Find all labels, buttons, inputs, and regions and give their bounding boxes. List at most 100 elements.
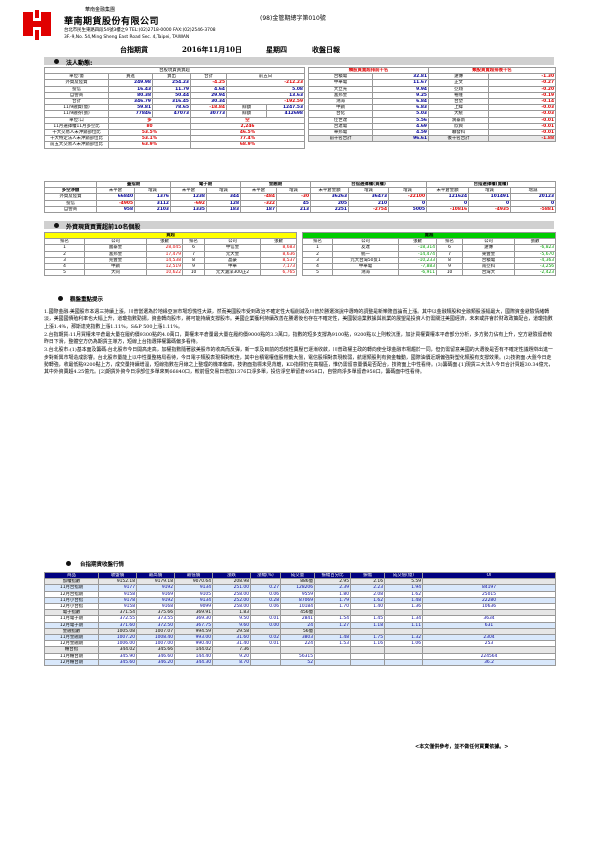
oi-sub-row: 多空淨額 未平倉 增減 未平倉 增減 未平倉 增減 未平倉金額 增減 增減 未平倉金額 增減 增減 (44, 187, 557, 195)
cell-value: 5.08 (226, 85, 305, 93)
report-weekday: 星期四 (266, 45, 287, 54)
shares: 8,636 (259, 250, 298, 258)
shares: 6,765 (259, 269, 298, 277)
sector-row: 佳世達 5.56 潤泰新 -0.01 (308, 116, 556, 124)
company-address: 台北市民生東路四段54號3樓之9 TEL:(02)2718-0000 FAX:(… (64, 28, 216, 33)
market-quote-table: 商品 收盤價 最高價 最低價 漲跌 漲幅(%) 成交量 振幅百分比 振幅 成交值(億) OI 加權指數… (44, 571, 556, 667)
cell-value: 344.30 (174, 658, 213, 667)
cell-value: -4935 (468, 205, 512, 214)
shares: -2,423 (513, 269, 557, 277)
shares: 10,622 (146, 269, 183, 277)
cell-value: 958 (96, 205, 135, 214)
cell-value: -1.30 (488, 73, 556, 81)
buy-title: 買超 (43, 231, 298, 240)
position-header-row: 單位:口多空 (44, 116, 305, 124)
stock-name: 大同 (84, 269, 147, 277)
company-address-en: 3F.-9,No. 54,Ming Sheng East Road Sec. 4… (64, 35, 190, 40)
market-row: 12月電子期 371.60 372.50 367.75 9.60 0.00 24 1.27 1.… (44, 621, 556, 629)
market-row: 11月金融期 1007.20 1008.40 993.00 31.60 0.02 3803 1… (44, 634, 556, 642)
spot-row: 投信 16.43 11.79 4.64 5.08 (44, 85, 305, 93)
market-row: 櫃台指 344.02 345.66 144.02 7.36 (44, 646, 556, 654)
cell-value: 187 (240, 205, 277, 214)
market-row: 11月台指期 9177 9192 9134 251.00 0.27 128206 2.39 2.… (44, 584, 556, 592)
cell-value: -0.19 (488, 91, 556, 100)
cell-value (250, 658, 281, 667)
top10-row: 1 友達 -18,314 6 遠傳 -6,823 (302, 244, 557, 252)
cell-value: 2,246 (190, 122, 305, 131)
report-title-bar: 台指期貨 2016年11月10日 星期四 收盤日報 (120, 45, 470, 55)
stock-name: 元大滬深300正2 (204, 269, 261, 277)
shares: 7,173 (259, 262, 298, 271)
position-row: 11月選擇權11月多空比 80 2,246 (44, 122, 305, 131)
cell-value: 8.70 (212, 658, 251, 667)
group-name: 華南金融集團 (85, 7, 116, 13)
cell-value: 1335 (170, 205, 207, 214)
cell-value: -0.03 (488, 110, 556, 118)
cell-value: -0.27 (488, 79, 556, 87)
top10-header: 張數 (513, 238, 557, 246)
stock-name: 鴻海 (332, 269, 399, 277)
oi-row: 投信 -4905 3112 -692 128 -322 45 205 210 0 0 0 0 (44, 199, 557, 207)
cell-value: -192.59 (226, 97, 305, 106)
position-row: 前五大交易人未沖銷部位比 63.9% 68.9% (44, 141, 305, 149)
institutional-section-bar (44, 57, 554, 65)
sell-title: 賣超 (301, 231, 557, 240)
shares: -4,363 (513, 256, 557, 265)
institutional-section-title: 法人動態: (66, 60, 93, 67)
report-date: 2016年11月10日 (182, 45, 242, 54)
sector-row: 大立光 9.94 亞翔 -0.20 (308, 85, 556, 93)
top10-header: 張數 (259, 238, 298, 246)
top10-row: 2 富邦金 17,479 7 元大金 8,636 (44, 250, 298, 258)
cell-value: -0.03 (488, 104, 556, 112)
spot-row: 外資及陸資 249.98 254.23 -4.25 -212.23 (44, 79, 305, 87)
license-number: (98)金管期總字第010號 (260, 15, 326, 22)
top10-row: 5 大同 10,622 10 元大滬深300正2 6,765 (44, 269, 298, 277)
top10-section-bar (44, 221, 554, 229)
disclaimer: <本文僅供參考，並不做任何買賣依據。> (415, 744, 509, 750)
cell-value: 96.61 (372, 135, 429, 143)
sector-row: 中鋼 6.83 上緯 -0.03 (308, 104, 556, 112)
rank: 10 (182, 269, 205, 277)
company-name: 華南期貨股份有限公司 (64, 17, 160, 27)
rank: 5 (44, 269, 85, 277)
sector-row: 富邦金 9.25 裕隆 -0.19 (308, 91, 556, 100)
cell-value: 46.5% (190, 129, 305, 137)
report-type: 收盤日報 (312, 45, 340, 54)
top10-row: 4 中鋼 12,519 9 中華 7,173 (44, 262, 298, 271)
shares: -5,670 (513, 250, 557, 258)
bullet-icon (66, 561, 71, 566)
cell-value: 13.63 (226, 91, 305, 100)
market-row: 11月櫃台期 345.90 346.60 144.40 9.20 56315 224564 (44, 652, 556, 660)
cell-value: 253 (422, 640, 556, 648)
market-row: 加權指數 9152.18 9179.18 9070.64 208.98 886億 2.95 2… (44, 578, 556, 586)
shares: 8,537 (259, 256, 298, 265)
cell-value: 22280 (422, 596, 556, 605)
sector-row: 台積電 32.81 遠傳 -1.30 (308, 73, 556, 81)
note-paragraph: 1.國際金融:美國股市本週三持續上漲，川普當選為於地緣亞洲市場恐慌性大跌，然而美… (44, 309, 553, 330)
position-row: 十大交易人未沖銷部位比 53.5% 46.5% (44, 129, 305, 137)
product-name: 12月櫃台期 (44, 658, 99, 667)
cell-value: 36.2 (422, 658, 556, 667)
cell-value: 68.9% (190, 141, 305, 149)
market-row: 12月櫃台期 345.60 346.20 344.30 8.70 52 36.2 (44, 658, 556, 667)
top10-row: 5 鴻海 -6,911 10 台灣大 -2,423 (302, 269, 557, 277)
oi-group-row: 臺指期 電子期 金融期 台指選擇權(買權) 台指選擇權(賣權) (44, 180, 557, 189)
cell-value: 2251 (310, 205, 349, 214)
sector-row: 鴻海 6.84 台塑 -0.14 (308, 97, 556, 106)
top10-row: 3 兆豐金 14,538 8 晶豪 8,537 (44, 256, 298, 265)
foreign-buy-table: 買超 排名 公司 張數 排名 公司 張數 1 國泰金 28,045 6 中信金 8,683 2 富邦金 17… (43, 231, 298, 277)
cell-value (314, 658, 351, 667)
top10-row: 4 中華電 -7,883 9 南亞科 -3,256 (302, 262, 557, 271)
top10-row: 2 統一 -14,474 7 東豐金 -5,670 (302, 250, 557, 258)
sector-row: 中華電 11.67 正文 -0.27 (308, 79, 556, 87)
open-interest-table: 臺指期 電子期 金融期 台指選擇權(買權) 台指選擇權(賣權) 多空淨額 未平倉 增減 未平倉增… (44, 180, 557, 214)
margin-row: 11/9融資(億) 59.81 78.65 -18.84 餘額 1247.53 (44, 104, 305, 112)
bullet-icon (54, 58, 59, 64)
market-row: 電子指數 371.54 375.66 369.91 1.83 456億 (44, 609, 556, 617)
note-paragraph: 3.台北股市:(1)基本面及籌碼:台北股市今日開高走高，加權指數隨著歐美股市的收… (44, 347, 554, 376)
sector-ranking-table: 類股買賣超排前十名 類股買賣超排後十名 台積電 32.81 遠傳 -1.30 中華電 11… (308, 66, 556, 143)
cell-value: -22100 (387, 193, 428, 201)
top10-row: 1 國泰金 28,045 6 中信金 8,683 (44, 244, 298, 252)
cell-value (350, 658, 385, 667)
cell-value: 25015 (422, 590, 556, 598)
